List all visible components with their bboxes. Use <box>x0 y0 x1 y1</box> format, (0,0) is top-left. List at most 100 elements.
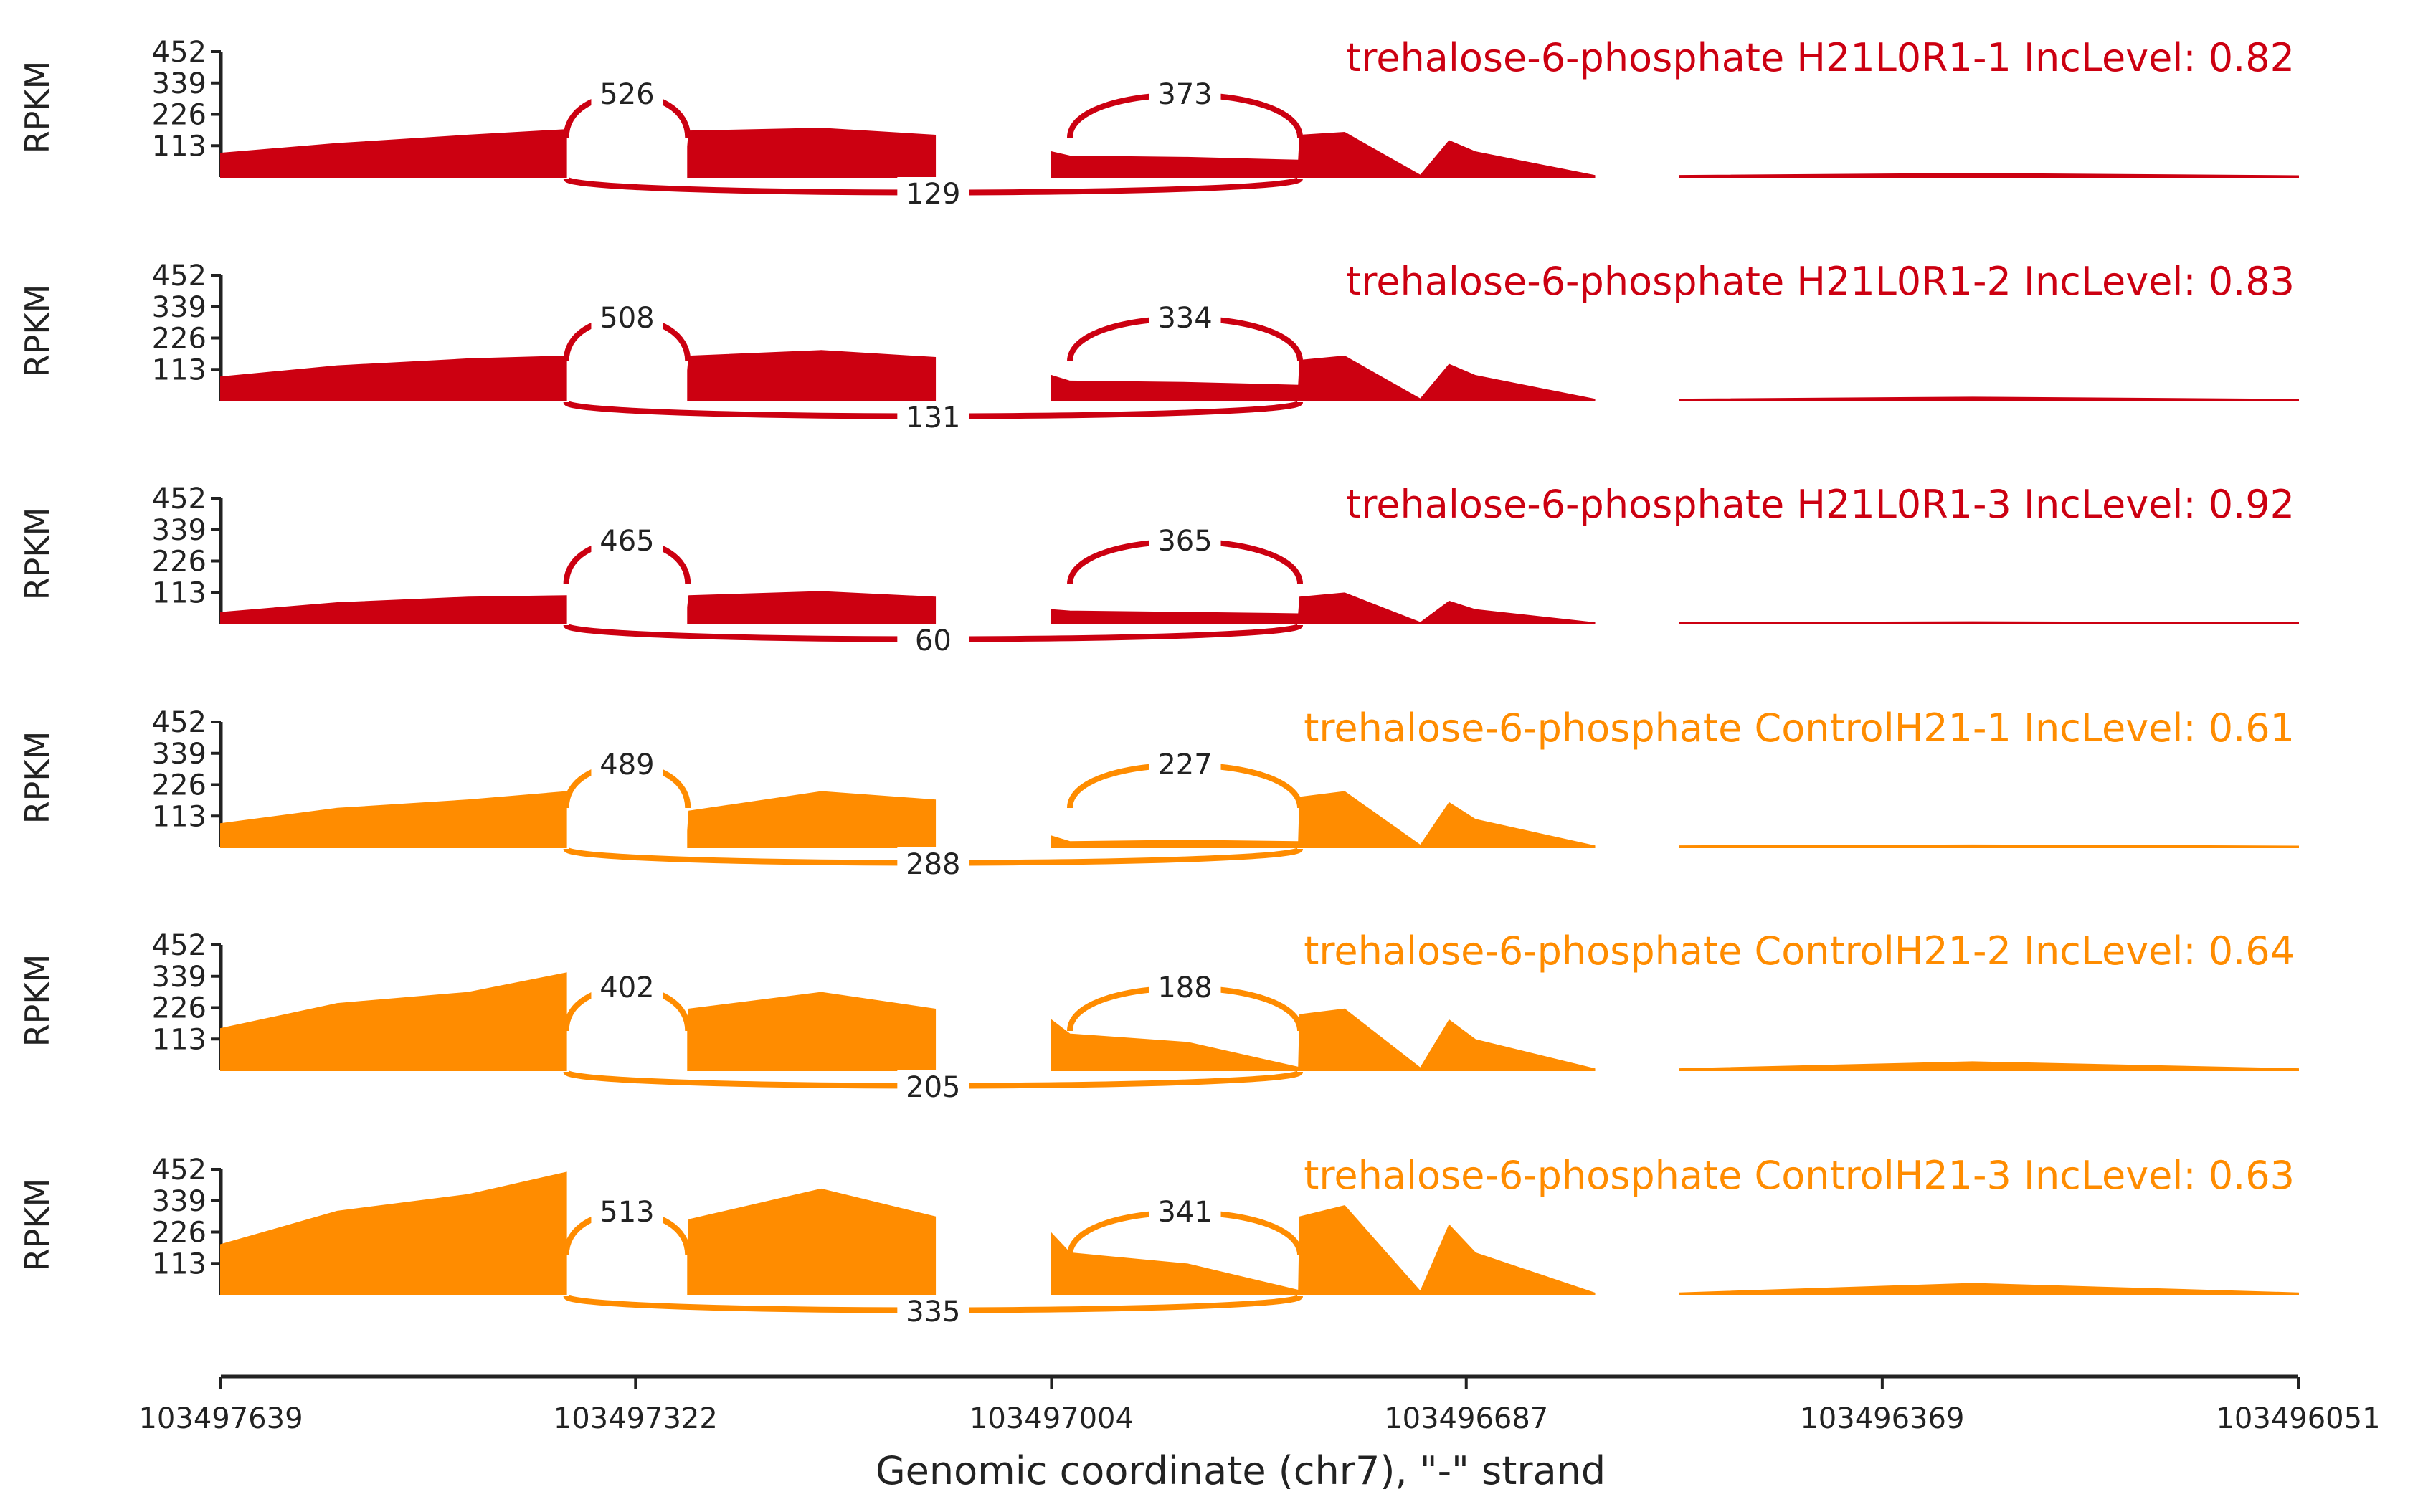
junction-label: 131 <box>906 401 960 434</box>
panel-title: trehalose-6-phosphate H21L0R1-3 IncLevel… <box>1346 482 2295 527</box>
y-tick-label: 226 <box>152 769 207 802</box>
coverage-area <box>1417 363 1596 401</box>
junction-label: 227 <box>1157 748 1212 781</box>
y-tick-label: 226 <box>152 1217 207 1250</box>
coverage-area <box>1417 600 1596 624</box>
coverage-area <box>1679 844 2299 848</box>
junction-label-box <box>1149 748 1221 782</box>
panel-title: trehalose-6-phosphate ControlH21-3 IncLe… <box>1304 1153 2295 1198</box>
coverage-area <box>1679 1283 2299 1295</box>
panel-title: trehalose-6-phosphate ControlH21-2 IncLe… <box>1304 928 2295 974</box>
junction-label: 373 <box>1157 78 1212 111</box>
y-tick-label: 452 <box>152 482 207 515</box>
y-tick-label: 339 <box>152 738 207 771</box>
coverage-area <box>220 356 567 401</box>
junction-label: 288 <box>906 848 960 881</box>
x-axis: 103497639 103497322 103497004 103496687 1034… <box>138 1374 2381 1493</box>
coverage-area <box>1051 356 1426 401</box>
panel-title: trehalose-6-phosphate H21L0R1-2 IncLevel… <box>1346 259 2295 304</box>
junction-label: 205 <box>906 1071 960 1104</box>
junction-label-box <box>1149 1195 1221 1230</box>
y-axis-label: RPKM <box>18 285 57 378</box>
junction-label: 334 <box>1157 302 1212 335</box>
y-tick-label: 113 <box>152 576 207 609</box>
junction-label: 508 <box>599 302 654 335</box>
coverage-area <box>1051 1008 1426 1071</box>
x-axis-title: Genomic coordinate (chr7), "-" strand <box>876 1448 1606 1493</box>
x-tick-label: 103496687 <box>1384 1402 1548 1435</box>
junction-label: 526 <box>599 78 654 111</box>
y-tick-label: 339 <box>152 514 207 547</box>
y-axis-label: RPKM <box>18 1179 57 1272</box>
junction-label: 129 <box>906 178 960 211</box>
y-tick-label: 226 <box>152 546 207 579</box>
coverage-area <box>1051 1204 1425 1295</box>
junction-label-box <box>897 177 969 211</box>
coverage-area <box>1679 621 2299 624</box>
x-tick-label: 103497322 <box>554 1402 718 1435</box>
y-tick-label: 113 <box>152 130 207 163</box>
junction-label-box <box>897 1295 969 1329</box>
x-tick-label: 103496369 <box>1800 1402 1964 1435</box>
junction-label: 365 <box>1157 525 1212 558</box>
coverage-area <box>1051 132 1426 178</box>
coverage-area <box>1417 140 1596 178</box>
junction-label-box <box>591 1195 663 1230</box>
y-tick-label: 452 <box>152 36 207 69</box>
y-axis-label: RPKM <box>18 508 57 601</box>
junction-label-box <box>591 971 663 1005</box>
junction-label: 402 <box>599 971 654 1004</box>
y-tick-label: 339 <box>152 961 207 994</box>
coverage-area <box>220 595 567 624</box>
coverage-area <box>1418 1224 1596 1295</box>
x-tick-label: 103497639 <box>138 1402 303 1435</box>
y-axis-label: RPKM <box>18 731 57 824</box>
x-ticks: 103497639 103497322 103497004 103496687 1034… <box>138 1377 2381 1435</box>
y-tick-label: 113 <box>152 1247 207 1280</box>
junction-label: 60 <box>915 624 952 657</box>
junction-label: 341 <box>1157 1196 1212 1229</box>
junction-label-box <box>897 847 969 882</box>
junction-label-box <box>591 301 663 336</box>
junction-label-box <box>1149 971 1221 1005</box>
coverage-area <box>687 128 937 178</box>
panel-title: trehalose-6-phosphate H21L0R1-1 IncLevel… <box>1346 35 2295 80</box>
x-tick-label: 103496051 <box>2216 1402 2380 1435</box>
coverage-area <box>687 791 937 848</box>
y-tick-label: 226 <box>152 323 207 356</box>
junction-label-box <box>591 524 663 558</box>
coverage-area <box>220 972 567 1071</box>
junction-label-box <box>897 401 969 435</box>
y-tick-label: 452 <box>152 929 207 962</box>
y-tick-label: 113 <box>152 800 207 833</box>
junction-label-box <box>897 624 969 658</box>
junction-label: 489 <box>599 748 654 781</box>
coverage-area <box>1418 802 1596 848</box>
coverage-area <box>687 350 937 401</box>
coverage-area <box>1051 592 1423 624</box>
x-tick-label: 103497004 <box>969 1402 1134 1435</box>
junction-label-box <box>1149 524 1221 558</box>
panel-title: trehalose-6-phosphate ControlH21-1 IncLe… <box>1304 705 2295 751</box>
y-tick-label: 452 <box>152 1154 207 1187</box>
y-tick-label: 226 <box>152 992 207 1025</box>
coverage-area <box>220 791 567 848</box>
junction-label: 188 <box>1157 971 1212 1004</box>
y-tick-label: 339 <box>152 291 207 324</box>
coverage-area <box>687 1188 937 1295</box>
coverage-area <box>1679 1061 2299 1071</box>
junction-label-box <box>591 748 663 782</box>
junction-label-box <box>1149 301 1221 336</box>
junction-label: 513 <box>599 1196 654 1229</box>
coverage-area <box>687 591 937 624</box>
coverage-area <box>1418 1019 1596 1071</box>
y-axis-label: RPKM <box>18 954 57 1047</box>
coverage-area <box>1679 173 2299 178</box>
